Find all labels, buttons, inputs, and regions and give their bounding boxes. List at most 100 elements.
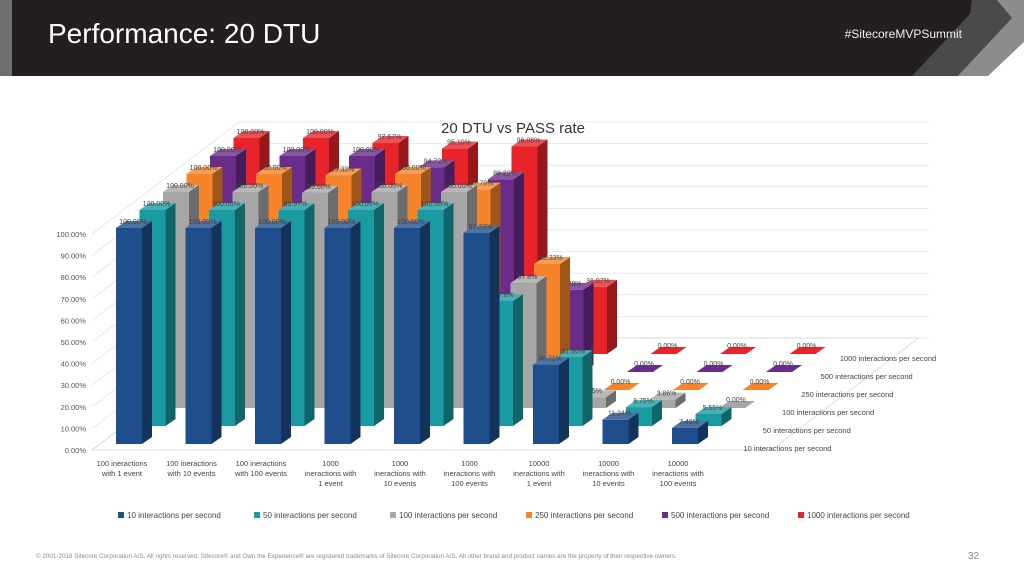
bar-side bbox=[583, 282, 594, 372]
x-tick-label: 1000 bbox=[461, 459, 478, 468]
data-label: 7.49% bbox=[679, 419, 699, 426]
bar: 3.86% bbox=[649, 391, 686, 408]
data-label: 100.00% bbox=[213, 147, 241, 154]
bar: 0.00% bbox=[673, 379, 709, 390]
data-label: 99.60% bbox=[307, 184, 331, 191]
bar-top bbox=[139, 203, 176, 210]
x-tick-label: 100 ineractions bbox=[236, 459, 287, 468]
legend-label: 100 interactions per second bbox=[399, 511, 497, 520]
chart-bars: 100.00% 100.00% 97.67% 95.10% 96.06% 31.07% 0.… bbox=[116, 129, 826, 444]
legend-label: 10 interactions per second bbox=[127, 511, 221, 520]
data-label: 100.00% bbox=[258, 219, 286, 226]
data-label: 100.00% bbox=[306, 129, 334, 136]
bar-top bbox=[256, 167, 292, 174]
legend-item: 250 interactions per second bbox=[526, 511, 633, 520]
data-label: 5% bbox=[592, 388, 602, 395]
legend-item: 50 interactions per second bbox=[254, 511, 357, 520]
data-label: 0.00% bbox=[634, 361, 654, 368]
bar-side bbox=[489, 225, 500, 444]
bar-top bbox=[463, 225, 500, 233]
bar-side bbox=[628, 412, 639, 444]
bar-top bbox=[488, 172, 524, 180]
x-tick-label: 10000 bbox=[598, 459, 619, 468]
x-tick-label: 1 event bbox=[527, 479, 553, 488]
bar-top bbox=[302, 185, 338, 193]
bar: 100.00% bbox=[185, 219, 222, 444]
y-tick-label: 30.00% bbox=[61, 381, 87, 390]
data-label: 5.55% bbox=[703, 405, 723, 412]
x-tick-label: with 100 events bbox=[234, 469, 287, 478]
bar-side bbox=[281, 221, 291, 444]
bar-top bbox=[210, 149, 246, 156]
data-label: 0.00% bbox=[611, 379, 631, 386]
bar-front bbox=[255, 228, 281, 444]
data-label: 100.00% bbox=[119, 219, 147, 226]
bar-front bbox=[580, 397, 606, 408]
bar-top bbox=[649, 392, 686, 400]
bar-top bbox=[442, 141, 478, 149]
data-label: 100.00% bbox=[397, 219, 425, 226]
depth-axis-label: 250 interactions per second bbox=[801, 390, 893, 399]
bar: 0.00% bbox=[603, 379, 640, 390]
depth-axis-labels: 10 interactions per second 50 interaction… bbox=[744, 354, 937, 453]
bar-top bbox=[556, 350, 593, 358]
data-label: 8.75% bbox=[633, 398, 653, 405]
x-tick-label: 1000 bbox=[392, 459, 409, 468]
bar-top bbox=[395, 167, 431, 174]
y-tick-label: 10.00% bbox=[61, 424, 87, 433]
x-tick-label: 10 events bbox=[592, 479, 625, 488]
data-label: 31.07% bbox=[586, 278, 610, 285]
x-tick-label: ineractions with bbox=[513, 469, 565, 478]
bar-top bbox=[209, 203, 245, 210]
y-tick-label: 80.00% bbox=[61, 273, 87, 282]
bar-top bbox=[510, 276, 547, 284]
legend-swatch bbox=[662, 512, 668, 518]
x-tick-label: 1 event bbox=[318, 479, 344, 488]
bar: 100.00% bbox=[394, 219, 430, 444]
data-label: 100.00% bbox=[236, 183, 264, 190]
x-tick-label: 100 ineractions bbox=[166, 459, 217, 468]
hashtag-label: #SitecoreMVPSummit bbox=[844, 27, 962, 41]
data-label: 38% bbox=[567, 281, 581, 288]
bar-top bbox=[163, 185, 199, 192]
bar-flat bbox=[696, 365, 733, 372]
bar-flat bbox=[603, 383, 640, 390]
legend-label: 1000 interactions per second bbox=[807, 511, 910, 520]
legend-swatch bbox=[798, 512, 804, 518]
bar-flat bbox=[650, 347, 687, 354]
data-label: 0.00% bbox=[773, 361, 793, 368]
bar-front bbox=[533, 364, 559, 444]
y-tick-label: 40.00% bbox=[61, 360, 87, 369]
bar: 0.00% bbox=[627, 361, 663, 372]
bar-side bbox=[443, 203, 454, 426]
data-label: 96.06% bbox=[517, 138, 541, 145]
bar: 0.00% bbox=[742, 379, 779, 390]
x-tick-label: 1000 bbox=[322, 459, 339, 468]
bar-side bbox=[559, 357, 569, 444]
bar-top bbox=[511, 139, 548, 147]
data-label: 100.00% bbox=[351, 201, 379, 208]
bar-top bbox=[372, 136, 409, 144]
bar: 0.00% bbox=[766, 361, 802, 372]
data-label: 97.67% bbox=[378, 134, 402, 141]
depth-axis-label: 10 interactions per second bbox=[744, 444, 832, 453]
header-background bbox=[12, 0, 1024, 76]
bar-front bbox=[649, 399, 676, 408]
legend-label: 250 interactions per second bbox=[535, 511, 633, 520]
x-tick-label: 100 events bbox=[660, 479, 697, 488]
bar-top bbox=[533, 357, 569, 365]
bar: 0.00% bbox=[650, 343, 687, 354]
slide-header: Performance: 20 DTU #SitecoreMVPSummit bbox=[12, 0, 1024, 76]
bar-top bbox=[672, 420, 708, 428]
bar-top bbox=[441, 185, 477, 192]
bar-top bbox=[349, 149, 385, 156]
bar-side bbox=[374, 203, 384, 426]
data-label: 100.00% bbox=[328, 219, 356, 226]
y-tick-label: 90.00% bbox=[61, 252, 87, 261]
bar-top bbox=[279, 149, 316, 156]
bar-top bbox=[233, 131, 270, 138]
bar-front bbox=[324, 228, 351, 444]
data-label: 94.72% bbox=[424, 158, 448, 165]
data-label: 100.00% bbox=[212, 201, 240, 208]
bar-top bbox=[324, 221, 361, 228]
